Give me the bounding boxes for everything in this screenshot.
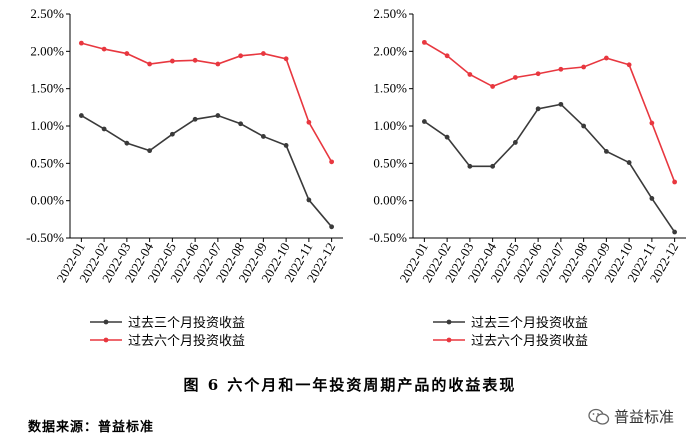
- data-point: [283, 56, 289, 62]
- data-point: [215, 61, 221, 67]
- data-point: [78, 40, 84, 46]
- legend-label: 过去六个月投资收益: [128, 333, 245, 349]
- data-point: [421, 39, 427, 45]
- legend-label: 过去三个月投资收益: [128, 315, 245, 331]
- y-tick-label: 1.00%: [30, 118, 64, 133]
- y-tick-label: 0.50%: [30, 155, 64, 170]
- legend-marker: [103, 337, 109, 343]
- legend-marker: [103, 319, 109, 325]
- data-point: [238, 121, 244, 127]
- legend-marker: [446, 337, 452, 343]
- data-point: [558, 66, 564, 72]
- series-line-1: [80, 114, 333, 228]
- data-point: [603, 148, 609, 154]
- data-point: [306, 197, 312, 203]
- data-point: [101, 126, 107, 132]
- data-point: [649, 120, 655, 126]
- data-point: [421, 119, 427, 124]
- series-line-2: [81, 42, 333, 163]
- chart-panel-2: -0.50%0.00%0.50%1.00%1.50%2.00%2.50%2022…: [369, 6, 686, 349]
- chart-panel-1: -0.50%0.00%0.50%1.00%1.50%2.00%2.50%2022…: [26, 6, 343, 349]
- data-point: [306, 119, 312, 125]
- data-point: [260, 51, 266, 56]
- data-point: [672, 179, 678, 185]
- data-point: [490, 163, 496, 169]
- data-point: [124, 51, 130, 56]
- y-tick-label: 0.00%: [30, 193, 64, 208]
- data-point: [215, 113, 221, 118]
- data-point: [169, 131, 175, 137]
- series-line-1: [423, 103, 676, 233]
- data-point: [649, 196, 655, 201]
- data-point: [444, 53, 450, 59]
- data-point: [147, 61, 153, 67]
- data-point: [626, 160, 632, 165]
- y-tick-label: 2.50%: [373, 6, 407, 21]
- y-tick-label: 1.00%: [373, 118, 407, 133]
- data-point: [467, 72, 473, 77]
- y-tick-label: 2.00%: [30, 43, 64, 58]
- data-point: [603, 55, 609, 61]
- watermark: 普益标准: [588, 406, 674, 427]
- y-tick-label: 2.00%: [373, 43, 407, 58]
- legend-label: 过去六个月投资收益: [471, 333, 588, 349]
- y-tick-label: 0.00%: [373, 193, 407, 208]
- y-tick-label: -0.50%: [26, 230, 64, 245]
- data-point: [283, 143, 289, 148]
- data-point: [512, 140, 518, 145]
- y-tick-label: 0.50%: [373, 155, 407, 170]
- data-source-note: 数据来源：普益标准: [28, 420, 155, 435]
- data-point: [444, 134, 450, 140]
- y-tick-label: 1.50%: [30, 81, 64, 96]
- watermark-text: 普益标准: [614, 408, 675, 426]
- data-point: [558, 101, 564, 107]
- figure-caption: 图 6 六个月和一年投资周期产品的收益表现: [183, 376, 517, 394]
- data-point: [581, 64, 587, 70]
- data-point: [238, 53, 244, 59]
- data-point: [467, 163, 473, 169]
- data-point: [672, 229, 678, 235]
- data-point: [192, 57, 198, 63]
- data-point: [329, 224, 335, 230]
- y-tick-label: 1.50%: [373, 81, 407, 96]
- series-line-2: [423, 41, 676, 183]
- wechat-logo-icon: [588, 408, 610, 425]
- data-point: [535, 106, 541, 112]
- y-tick-label: 2.50%: [30, 6, 64, 21]
- data-point: [329, 159, 335, 165]
- data-point: [260, 134, 266, 139]
- data-point: [147, 148, 153, 154]
- data-point: [78, 113, 84, 118]
- data-point: [512, 75, 518, 80]
- data-point: [192, 116, 198, 122]
- data-point: [581, 123, 587, 129]
- legend-marker: [446, 319, 452, 325]
- data-point: [169, 58, 175, 64]
- legend-label: 过去三个月投资收益: [471, 315, 588, 331]
- data-point: [535, 71, 541, 77]
- data-point: [490, 84, 496, 89]
- data-point: [101, 46, 107, 52]
- data-point: [626, 62, 632, 68]
- y-tick-label: -0.50%: [369, 230, 407, 245]
- data-point: [124, 140, 130, 146]
